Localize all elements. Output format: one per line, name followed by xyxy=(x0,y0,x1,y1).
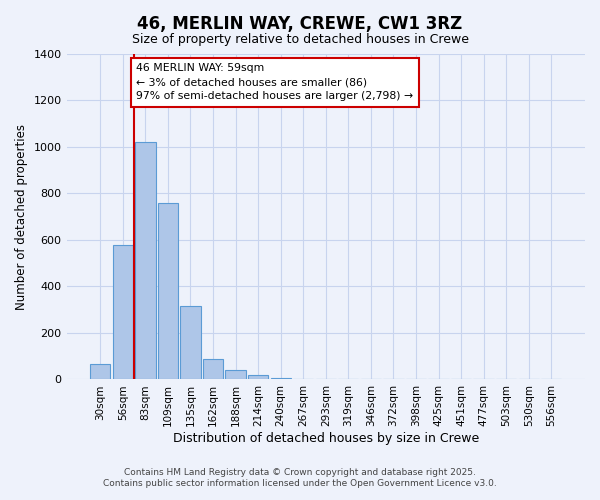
Bar xyxy=(90,364,110,380)
Bar xyxy=(113,244,133,380)
Bar xyxy=(248,375,268,380)
X-axis label: Distribution of detached houses by size in Crewe: Distribution of detached houses by size … xyxy=(173,432,479,445)
Text: Contains HM Land Registry data © Crown copyright and database right 2025.
Contai: Contains HM Land Registry data © Crown c… xyxy=(103,468,497,487)
Text: 46 MERLIN WAY: 59sqm
← 3% of detached houses are smaller (86)
97% of semi-detach: 46 MERLIN WAY: 59sqm ← 3% of detached ho… xyxy=(136,64,413,102)
Bar xyxy=(181,306,200,380)
Y-axis label: Number of detached properties: Number of detached properties xyxy=(15,124,28,310)
Text: 46, MERLIN WAY, CREWE, CW1 3RZ: 46, MERLIN WAY, CREWE, CW1 3RZ xyxy=(137,15,463,33)
Text: Size of property relative to detached houses in Crewe: Size of property relative to detached ho… xyxy=(131,32,469,46)
Bar xyxy=(226,370,246,380)
Bar xyxy=(203,358,223,380)
Bar xyxy=(135,142,155,380)
Bar xyxy=(271,378,291,380)
Bar xyxy=(158,203,178,380)
